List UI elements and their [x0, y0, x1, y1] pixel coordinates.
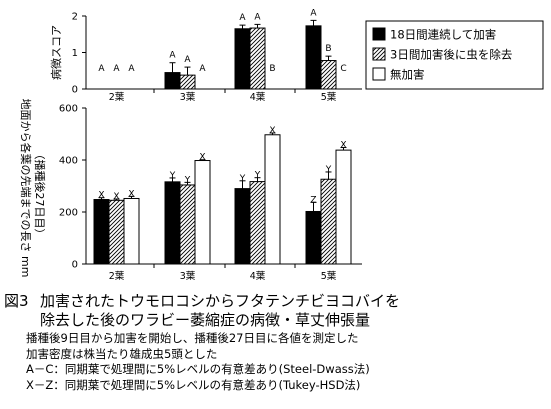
significance-label: A [199, 64, 206, 74]
bar-none [123, 197, 140, 265]
y-axis-label: 地面から各葉の先端までの長さ mm [19, 99, 33, 278]
legend-box [365, 20, 544, 90]
figure-caption: 図3 加害されたトウモロコシからフタテンチビヨコバイを 除去した後のワラビー萎縮症… [4, 292, 549, 393]
bar-removed [320, 178, 337, 265]
caption-note-2: 加害密度は株当たり雄成虫5頭とした [26, 346, 218, 361]
caption-note-1: 播種後9日目から加害を開始し、播種後27日目に各値を測定した [26, 331, 359, 345]
significance-label: A [310, 8, 317, 18]
legend-swatch-none [372, 67, 386, 81]
category-label: 3葉 [180, 270, 196, 282]
bar-removed [249, 27, 266, 90]
bar-removed [249, 181, 266, 265]
caption-note-4: X－Z：同期葉で処理間に5%レベルの有意差あり(Tukey-HSD法) [26, 377, 361, 392]
bar-removed [108, 199, 125, 265]
caption-note-3: A－C：同期葉で処理間に5%レベルの有意差あり(Steel-Dwass法) [26, 362, 370, 376]
significance-label: X [128, 189, 134, 199]
category-label: 5葉 [321, 270, 337, 282]
bar-continuous [234, 188, 251, 265]
legend-label-continuous: 18日間連続して加害 [390, 28, 496, 42]
significance-label: X [98, 191, 104, 201]
bar-removed [179, 184, 196, 265]
caption-title: 図3 加害されたトウモロコシからフタテンチビヨコバイを [4, 292, 549, 311]
y-tick-label: 0 [72, 85, 78, 96]
y-tick-label: 0 [72, 260, 78, 271]
significance-label: B [269, 64, 275, 74]
significance-label: X [199, 153, 205, 163]
significance-label: Y [254, 171, 261, 181]
category-label: 4葉 [250, 91, 266, 103]
caption-title-line1: 加害されたトウモロコシからフタテンチビヨコバイを [40, 292, 401, 310]
figure-number: 図3 [4, 292, 29, 310]
bar-continuous [305, 210, 322, 265]
significance-label: A [169, 51, 176, 61]
caption-title-line2: 除去した後のワラビー萎縮症の病徴・草丈伸張量 [40, 311, 371, 329]
significance-label: Y [239, 174, 246, 184]
bar-continuous [305, 25, 322, 90]
significance-label: A [128, 64, 135, 74]
category-label: 2葉 [109, 91, 125, 103]
significance-label: B [325, 44, 331, 54]
significance-label: X [113, 192, 119, 202]
bar-continuous [234, 28, 251, 90]
bar-removed [179, 74, 196, 90]
category-label: 3葉 [180, 91, 196, 103]
significance-label: Y [169, 171, 176, 181]
legend-swatch-continuous [372, 27, 386, 41]
significance-label: C [340, 64, 346, 74]
y-tick-label: 2 [72, 12, 78, 23]
y-tick-label: 400 [59, 156, 78, 167]
bar-continuous [93, 199, 110, 265]
bar-none [264, 134, 281, 265]
significance-label: X [340, 141, 346, 151]
significance-label: A [98, 64, 105, 74]
legend-label-removed: 3日間加害後に虫を除去 [390, 48, 512, 62]
legend-label-none: 無加害 [390, 68, 425, 82]
bar-continuous [164, 181, 181, 265]
significance-label: A [239, 13, 246, 23]
significance-label: A [113, 64, 120, 74]
category-label: 4葉 [250, 270, 266, 282]
bar-continuous [164, 72, 181, 90]
significance-label: Y [184, 175, 191, 185]
y-axis-label: 病徴スコア [49, 25, 63, 80]
bar-none [194, 160, 211, 265]
significance-label: A [184, 55, 191, 65]
y-axis-label-2: （播種後27日目） [33, 149, 47, 240]
bar-removed [320, 60, 337, 90]
category-label: 2葉 [109, 270, 125, 282]
y-tick-label: 200 [59, 208, 78, 219]
significance-label: X [269, 126, 275, 136]
y-tick-label: 600 [59, 104, 78, 115]
significance-label: A [254, 12, 261, 22]
y-tick-label: 1 [72, 48, 78, 59]
bar-none [335, 149, 352, 265]
significance-label: Z [310, 195, 316, 205]
category-label: 5葉 [321, 91, 337, 103]
significance-label: Y [325, 165, 332, 175]
legend-swatch-removed [372, 47, 386, 61]
